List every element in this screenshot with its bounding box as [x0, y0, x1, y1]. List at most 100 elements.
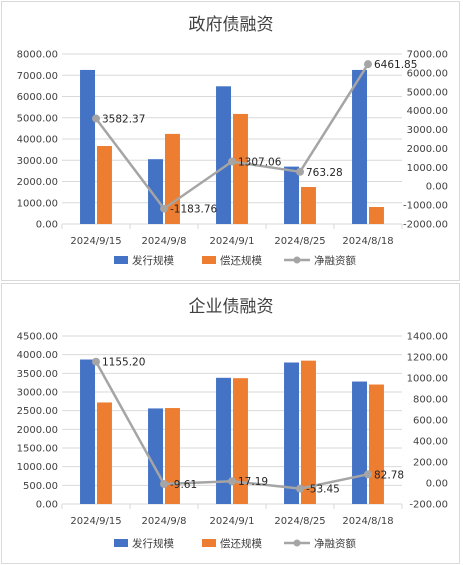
- legend-repay-swatch: [202, 539, 216, 547]
- net-financing-point: [160, 204, 168, 213]
- net-financing-data-label: 763.28: [306, 167, 343, 179]
- x-axis-tick-label: 2024/9/8: [142, 236, 187, 247]
- x-axis-tick-label: 2024/8/25: [274, 516, 325, 527]
- right-axis-tick-label: 1000.00: [407, 374, 448, 385]
- legend-net-marker: [293, 539, 301, 547]
- bar-issue: [80, 359, 95, 504]
- legend-repay-label: 偿还规模: [220, 254, 262, 267]
- left-axis-tick-label: 7000.00: [17, 71, 58, 82]
- legend-issue-label: 发行规模: [132, 537, 174, 550]
- left-axis-tick-label: 4000.00: [17, 135, 58, 146]
- right-axis-tick-label: 1200.00: [407, 353, 448, 364]
- left-axis-tick-label: 8000.00: [17, 50, 58, 61]
- legend-net-label: 净融资额: [314, 537, 356, 550]
- right-axis-tick-label: 0.00: [426, 479, 448, 490]
- left-axis-tick-label: 6000.00: [17, 92, 58, 103]
- x-axis-tick-label: 2024/8/18: [342, 516, 393, 527]
- government-bond-chart-panel: 政府债融资 0.00 1000.00 2000.00 3000.00 4000.00 50…: [1, 1, 460, 281]
- x-axis-tick-label: 2024/8/18: [342, 236, 393, 247]
- right-axis-tick-label: 4000.00: [407, 106, 448, 117]
- net-financing-point: [364, 60, 372, 69]
- x-axis-tick-label: 2024/8/25: [274, 236, 325, 247]
- bar-issue: [284, 166, 299, 224]
- right-axis-tick-label: 7000.00: [407, 50, 448, 61]
- left-axis-tick-label: 0.00: [36, 500, 58, 511]
- right-axis-tick-label: 0.00: [426, 182, 448, 193]
- bar-issue: [148, 159, 163, 224]
- net-financing-point: [92, 114, 100, 123]
- right-axis-tick-label: 2000.00: [407, 144, 448, 155]
- net-financing-line: [94, 361, 369, 490]
- left-axis-tick-label: 2000.00: [17, 425, 58, 436]
- right-axis-tick-label: -2000.00: [403, 220, 448, 231]
- right-axis-tick-label: 5000.00: [407, 87, 448, 98]
- legend-net-label: 净融资额: [314, 254, 356, 267]
- net-financing-point: [296, 167, 304, 176]
- bar-issue: [216, 377, 231, 504]
- net-financing-data-label: -9.61: [170, 479, 197, 491]
- bar-issue: [352, 69, 367, 224]
- right-axis-tick-label: 800.00: [413, 395, 448, 406]
- right-axis-tick-label: 400.00: [413, 437, 448, 448]
- chart-title: 政府债融资: [189, 15, 274, 35]
- left-axis-tick-label: 1500.00: [17, 444, 58, 455]
- bar-issue: [80, 69, 95, 224]
- bar-repay: [301, 360, 316, 504]
- x-axis-tick-label: 2024/9/1: [210, 236, 255, 247]
- right-axis-tick-label: -200.00: [409, 500, 448, 511]
- bar-issue: [284, 362, 299, 504]
- net-financing-data-label: 1155.20: [102, 357, 145, 369]
- bar-repay: [165, 408, 180, 504]
- left-axis-tick-label: 3500.00: [17, 369, 58, 380]
- net-financing-point: [92, 357, 100, 366]
- left-axis-tick-label: 1000.00: [17, 198, 58, 209]
- right-axis-tick-label: 6000.00: [407, 68, 448, 79]
- bar-repay: [369, 207, 384, 224]
- bar-repay: [97, 402, 112, 504]
- bar-repay: [233, 378, 248, 504]
- bar-repay: [97, 146, 112, 224]
- right-axis-tick-label: 1400.00: [407, 332, 448, 343]
- net-financing-point: [228, 477, 236, 486]
- net-financing-data-label: 3582.37: [102, 114, 145, 126]
- net-financing-data-label: 6461.85: [374, 59, 417, 71]
- legend-issue-label: 发行规模: [132, 254, 174, 267]
- bar-issue: [148, 408, 163, 504]
- net-financing-point: [296, 484, 304, 493]
- left-axis-tick-label: 2000.00: [17, 177, 58, 188]
- bar-issue: [352, 381, 367, 504]
- bar-repay: [233, 113, 248, 224]
- legend-issue-swatch: [114, 256, 128, 264]
- right-axis-tick-label: -1000.00: [403, 201, 448, 212]
- net-financing-data-label: 82.78: [374, 469, 404, 481]
- x-axis-tick-label: 2024/9/8: [142, 516, 187, 527]
- left-axis-tick-label: 5000.00: [17, 113, 58, 124]
- legend-repay-label: 偿还规模: [220, 537, 262, 550]
- x-axis-tick-label: 2024/9/15: [70, 516, 121, 527]
- bar-repay: [301, 187, 316, 224]
- bar-repay: [369, 384, 384, 504]
- left-axis-tick-label: 4000.00: [17, 350, 58, 361]
- left-axis-tick-label: 3000.00: [17, 388, 58, 399]
- corporate-bond-chart: 企业债融资 0.00 500.00 1000.00 1500.00 2000.00 250…: [17, 297, 448, 550]
- legend-issue-swatch: [114, 539, 128, 547]
- bar-issue: [216, 86, 231, 224]
- legend-repay-swatch: [202, 256, 216, 264]
- net-financing-point: [160, 480, 168, 489]
- net-financing-point: [228, 157, 236, 166]
- left-axis-tick-label: 500.00: [23, 481, 58, 492]
- x-axis-tick-label: 2024/9/1: [210, 516, 255, 527]
- right-axis-tick-label: 600.00: [413, 416, 448, 427]
- left-axis-tick-label: 1000.00: [17, 462, 58, 473]
- net-financing-data-label: 17.19: [238, 476, 268, 488]
- left-axis-tick-label: 0.00: [36, 220, 58, 231]
- government-bond-chart: 政府债融资 0.00 1000.00 2000.00 3000.00 4000.00 50…: [17, 15, 448, 267]
- left-axis-tick-label: 2500.00: [17, 406, 58, 417]
- legend-net-marker: [293, 256, 301, 264]
- corporate-bond-chart-panel: 企业债融资 0.00 500.00 1000.00 1500.00 2000.00 250…: [1, 283, 460, 564]
- right-axis-tick-label: 1000.00: [407, 163, 448, 174]
- net-financing-data-label: 1307.06: [238, 157, 282, 169]
- right-axis-tick-label: 3000.00: [407, 125, 448, 136]
- chart-title: 企业债融资: [189, 297, 274, 317]
- right-axis-tick-label: 200.00: [413, 458, 448, 469]
